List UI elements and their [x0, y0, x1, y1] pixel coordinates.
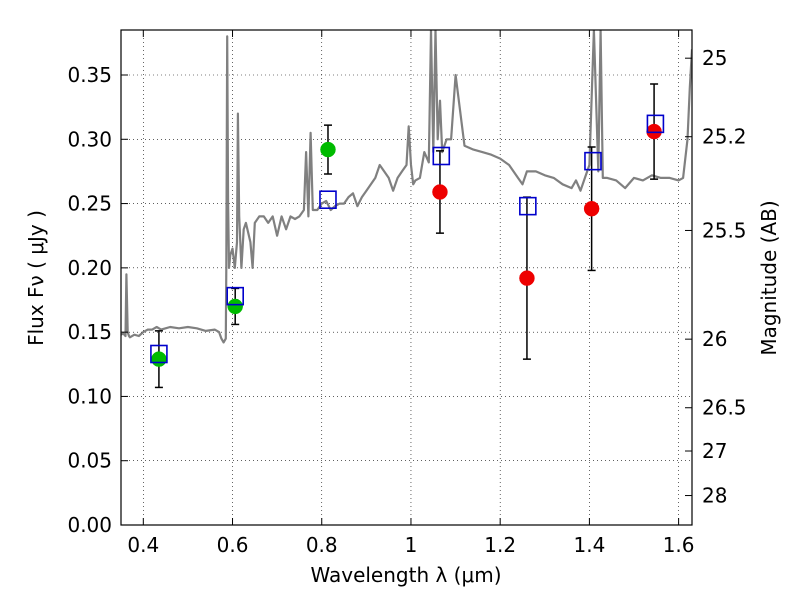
right-axis-tick-label: 25.2	[702, 125, 747, 149]
y-tick-label: 0.10	[67, 384, 112, 408]
x-tick-label: 0.6	[217, 533, 249, 557]
model-band-square	[519, 196, 537, 216]
plot-frame	[120, 29, 693, 526]
right-axis-label: Magnitude (AB)	[757, 200, 781, 355]
tick-label-layer: 0.4 0.6 0.8 1 1.2 1.4 1.6 0.00 0.05 0.10 0.15 0.20 0…	[67, 46, 746, 557]
right-axis-tick-label: 25.5	[702, 218, 747, 242]
y-tick-label: 0.20	[67, 256, 112, 280]
right-axis-tick-label: 26	[702, 327, 727, 351]
model-sed-line	[121, 30, 692, 344]
y-tick-label: 0.35	[67, 63, 112, 87]
x-tick-label: 1	[405, 533, 418, 557]
right-axis-tick-label: 28	[702, 484, 727, 508]
x-tick-label: 0.8	[306, 533, 338, 557]
model-band-square	[646, 114, 665, 134]
y-tick-label: 0.30	[67, 127, 112, 151]
grid-layer	[121, 30, 692, 526]
y-axis-label: Flux Fν ( μJy )	[24, 210, 48, 346]
y-tick-label: 0.05	[67, 449, 112, 473]
tick-layer	[121, 30, 692, 526]
model-band-square	[226, 286, 244, 306]
y-tick-label: 0.25	[67, 192, 112, 216]
red-data-point	[583, 200, 600, 217]
model-band-square	[432, 146, 451, 166]
y-tick-label: 0.00	[67, 513, 112, 537]
model-layer	[121, 30, 692, 344]
model-band-square	[150, 344, 168, 364]
model-band-square	[584, 151, 602, 171]
x-tick-label: 1.6	[663, 533, 695, 557]
x-tick-label: 0.4	[127, 533, 159, 557]
right-axis-tick-label: 27	[702, 439, 727, 463]
right-axis-tick-label: 25	[702, 46, 727, 70]
green-data-point	[320, 141, 336, 158]
errorbar-layer	[154, 83, 659, 389]
green-data-point	[151, 351, 167, 367]
point-layer	[150, 114, 665, 367]
green-data-point	[227, 298, 243, 315]
right-axis-tick-label: 26.5	[702, 396, 747, 420]
x-tick-label: 1.2	[484, 533, 516, 557]
model-band-square	[319, 190, 337, 210]
y-tick-label: 0.15	[67, 320, 112, 344]
red-data-point	[432, 184, 448, 200]
red-data-point	[519, 270, 535, 286]
x-tick-label: 1.4	[573, 533, 605, 557]
x-axis-label: Wavelength λ (μm)	[310, 563, 501, 587]
